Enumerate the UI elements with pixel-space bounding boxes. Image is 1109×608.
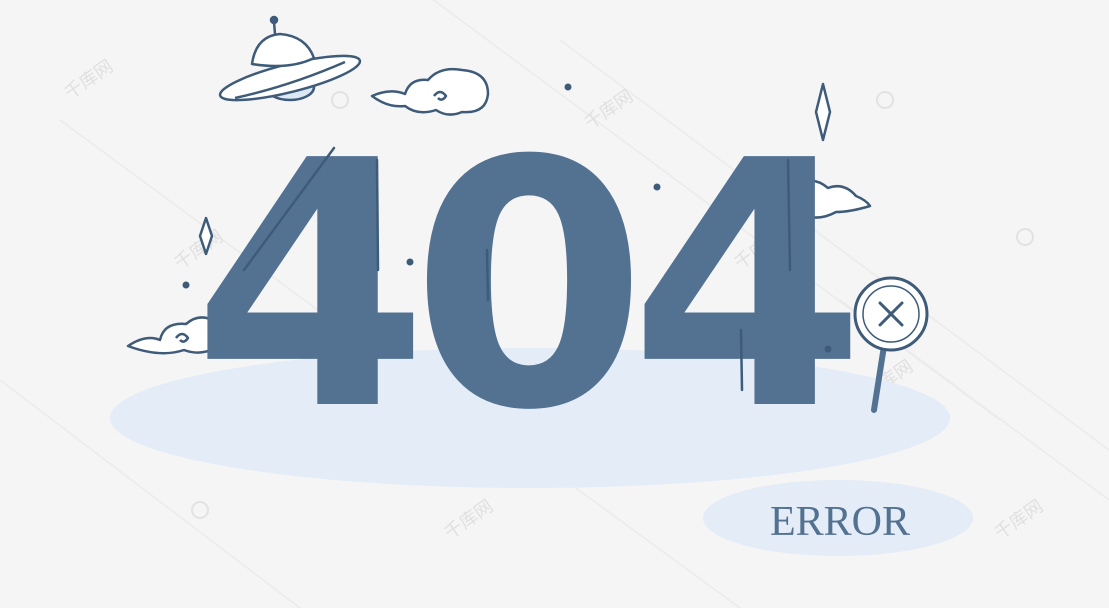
cloud-icon-top bbox=[370, 67, 490, 116]
svg-text:千库网: 千库网 bbox=[441, 496, 497, 544]
accent-lines bbox=[242, 146, 792, 392]
cloud-icon-left bbox=[126, 316, 223, 355]
sparkle-icon bbox=[198, 82, 832, 256]
ground-shadow bbox=[110, 348, 950, 488]
star-dots bbox=[182, 83, 832, 353]
cloud-icon-right bbox=[778, 179, 872, 219]
magnifier-x-icon bbox=[853, 276, 929, 413]
ufo-icon bbox=[218, 15, 362, 102]
error-code: 404 bbox=[192, 89, 870, 485]
svg-text:千库网: 千库网 bbox=[61, 56, 117, 104]
error-label: ERROR bbox=[770, 499, 910, 545]
svg-text:千库网: 千库网 bbox=[991, 496, 1047, 544]
error-label-backdrop bbox=[703, 480, 973, 556]
error-code-text: 404 bbox=[192, 89, 852, 485]
